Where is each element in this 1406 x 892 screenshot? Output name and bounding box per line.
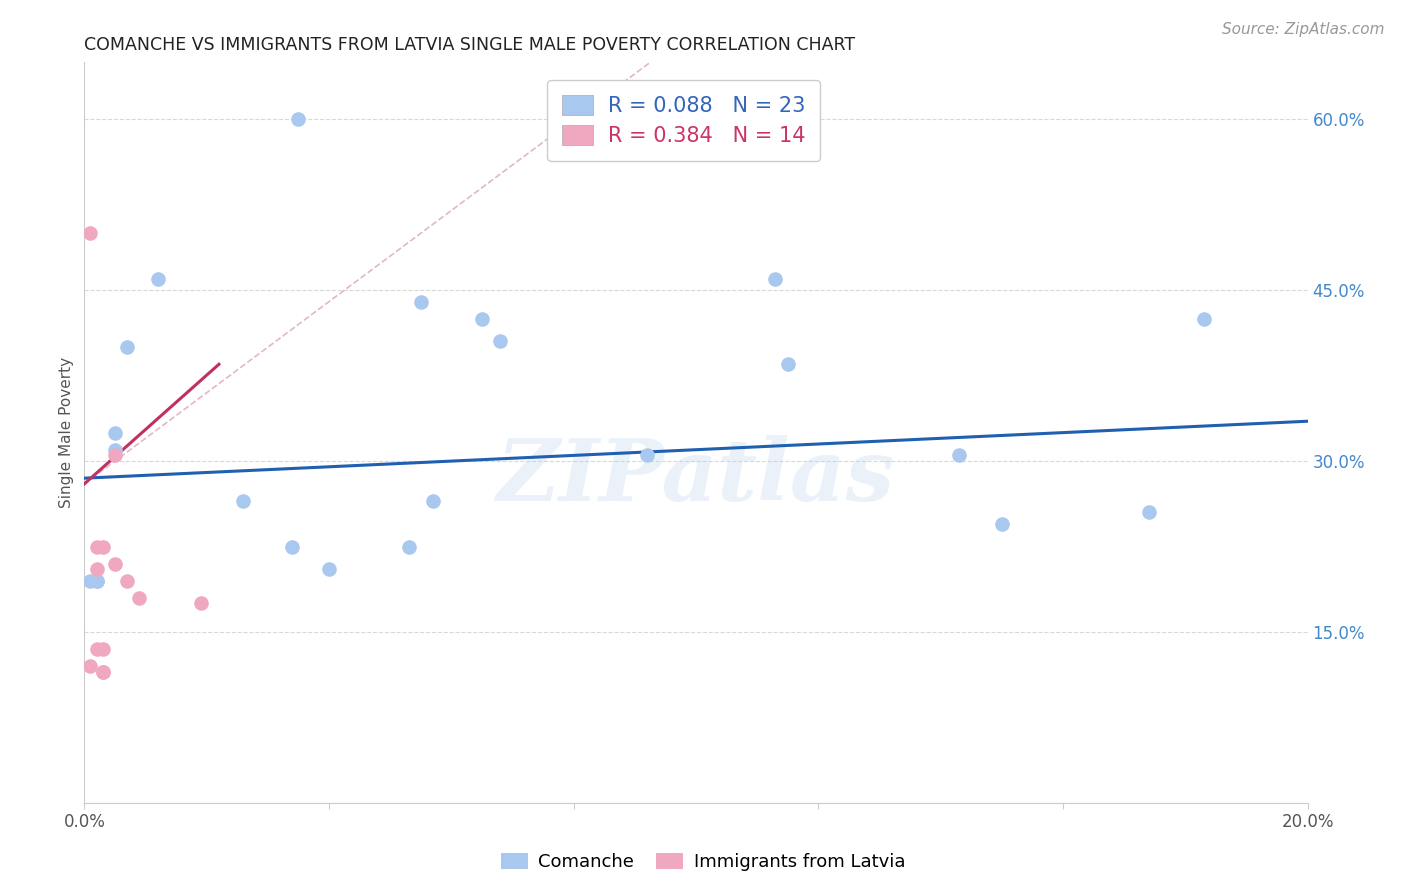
Point <box>115 340 138 354</box>
Point <box>281 540 304 554</box>
Point <box>190 597 212 611</box>
Point <box>79 574 101 588</box>
Point <box>91 642 114 657</box>
Point <box>91 665 114 679</box>
Point <box>128 591 150 605</box>
Point <box>115 574 138 588</box>
Text: COMANCHE VS IMMIGRANTS FROM LATVIA SINGLE MALE POVERTY CORRELATION CHART: COMANCHE VS IMMIGRANTS FROM LATVIA SINGL… <box>84 36 855 54</box>
Point <box>776 357 799 371</box>
Point <box>1137 505 1160 519</box>
Legend: Comanche, Immigrants from Latvia: Comanche, Immigrants from Latvia <box>494 846 912 879</box>
Point <box>104 557 127 571</box>
Point <box>318 562 340 576</box>
Text: ZIPatlas: ZIPatlas <box>496 435 896 519</box>
Point <box>146 272 169 286</box>
Y-axis label: Single Male Poverty: Single Male Poverty <box>59 357 75 508</box>
Point <box>409 294 432 309</box>
Point <box>86 642 108 657</box>
Point <box>104 425 127 440</box>
Point <box>91 540 114 554</box>
Point <box>86 562 108 576</box>
Text: Source: ZipAtlas.com: Source: ZipAtlas.com <box>1222 22 1385 37</box>
Point <box>232 494 254 508</box>
Point <box>86 540 108 554</box>
Point <box>86 574 108 588</box>
Point <box>86 574 108 588</box>
Point <box>948 449 970 463</box>
Point <box>765 272 787 286</box>
Point <box>79 659 101 673</box>
Point <box>91 665 114 679</box>
Point <box>471 311 494 326</box>
Point <box>287 112 309 127</box>
Point <box>79 227 101 241</box>
Point <box>636 449 658 463</box>
Point <box>422 494 444 508</box>
Point <box>991 516 1014 531</box>
Point <box>398 540 420 554</box>
Point <box>1192 311 1215 326</box>
Point <box>104 442 127 457</box>
Point <box>489 334 512 349</box>
Legend: R = 0.088   N = 23, R = 0.384   N = 14: R = 0.088 N = 23, R = 0.384 N = 14 <box>547 80 820 161</box>
Point <box>104 449 127 463</box>
